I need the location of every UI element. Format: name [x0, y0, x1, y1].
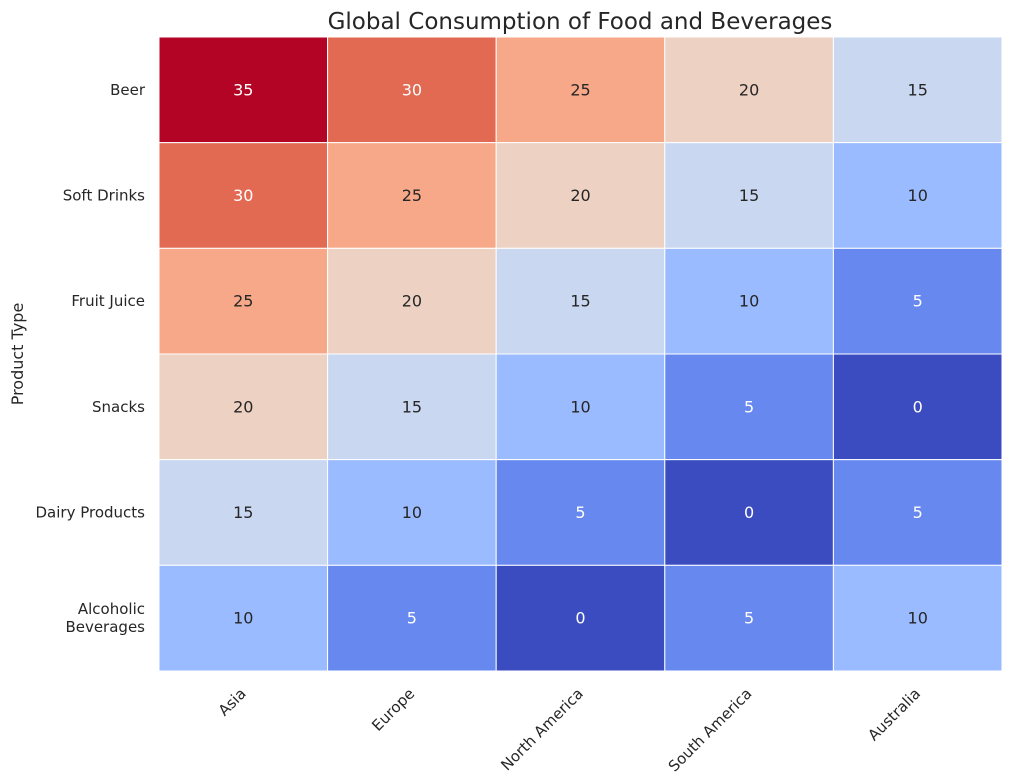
cell-value-label: 10	[739, 292, 759, 311]
heatmap-cell	[664, 247, 834, 355]
heatmap-cell	[158, 459, 329, 566]
y-axis-label: Product Type	[8, 303, 27, 406]
cell-value-label: 10	[570, 397, 590, 416]
x-tick-label: Australia	[864, 685, 924, 745]
y-tick-label: Beer	[110, 81, 146, 99]
cell-value-label: 25	[570, 80, 590, 99]
heatmap-cell	[495, 564, 666, 672]
cell-value-label: 35	[233, 80, 253, 99]
heatmap-cells	[158, 36, 1003, 672]
cell-value-label: 30	[402, 80, 422, 99]
cell-value-label: 15	[233, 503, 253, 522]
cell-value-label: 5	[744, 609, 754, 628]
heatmap-cell	[327, 564, 497, 672]
cell-value-label: 10	[908, 609, 928, 628]
heatmap-cell	[327, 353, 497, 461]
cell-value-label: 10	[402, 503, 422, 522]
y-tick-label: Alcoholic Beverages	[65, 600, 145, 636]
heatmap-cell	[832, 142, 1003, 249]
heatmap-cell	[832, 247, 1003, 355]
x-tick-label: North America	[497, 685, 587, 775]
cell-value-label: 10	[233, 609, 253, 628]
heatmap-cell	[832, 459, 1003, 566]
cell-value-label: 5	[407, 609, 417, 628]
cell-value-label: 20	[570, 186, 590, 205]
heatmap-cell	[495, 142, 666, 249]
heatmap-cell	[664, 36, 834, 144]
cell-value-label: 15	[739, 186, 759, 205]
heatmap-cell	[158, 142, 329, 249]
cell-value-label: 20	[233, 397, 253, 416]
x-tick-labels: Asia Europe North America South America Aust…	[215, 685, 924, 776]
cell-value-label: 0	[744, 503, 754, 522]
cell-value-label: 0	[913, 397, 923, 416]
cell-value-label: 15	[402, 397, 422, 416]
heatmap-cell	[495, 353, 666, 461]
cell-value-label: 5	[913, 292, 923, 311]
cell-value-label: 20	[402, 292, 422, 311]
cell-value-label: 30	[233, 186, 253, 205]
heatmap-cell	[664, 564, 834, 672]
heatmap-cell	[832, 36, 1003, 144]
cell-value-label: 20	[739, 80, 759, 99]
y-tick-label: Fruit Juice	[71, 292, 145, 310]
x-tick-label: Europe	[368, 685, 418, 735]
heatmap-cell	[832, 353, 1003, 461]
cell-value-label: 25	[233, 292, 253, 311]
cell-value-label: 5	[575, 503, 585, 522]
cell-value-label: 15	[570, 292, 590, 311]
x-tick-label: South America	[665, 685, 756, 776]
cell-value-label: 10	[908, 186, 928, 205]
heatmap-cell	[158, 353, 329, 461]
heatmap-cell	[327, 459, 497, 566]
heatmap-cell	[832, 564, 1003, 672]
heatmap-cell-labels: 35 30 25 20 15 30 25 20 15 10 25 20 15 10 5 20 15 10 5 0 15 1…	[233, 80, 928, 627]
y-tick-label: Snacks	[92, 398, 145, 416]
cell-value-label: 5	[913, 503, 923, 522]
cell-value-label: 0	[575, 609, 585, 628]
y-tick-label: Dairy Products	[36, 504, 146, 522]
chart-title: Global Consumption of Food and Beverages	[328, 9, 833, 35]
heatmap-cell	[664, 353, 834, 461]
heatmap-cell	[495, 36, 666, 144]
heatmap-cell	[327, 36, 497, 144]
y-tick-labels: Beer Soft Drinks Fruit Juice Snacks Dairy Pr…	[36, 81, 146, 636]
x-tick-label: Asia	[215, 685, 250, 720]
cell-value-label: 25	[402, 186, 422, 205]
cell-value-label: 15	[908, 80, 928, 99]
heatmap-cell	[158, 36, 329, 144]
heatmap-cell	[495, 459, 666, 566]
y-tick-label: Soft Drinks	[63, 187, 145, 205]
heatmap-cell	[327, 247, 497, 355]
heatmap-cell	[495, 247, 666, 355]
cell-value-label: 5	[744, 397, 754, 416]
